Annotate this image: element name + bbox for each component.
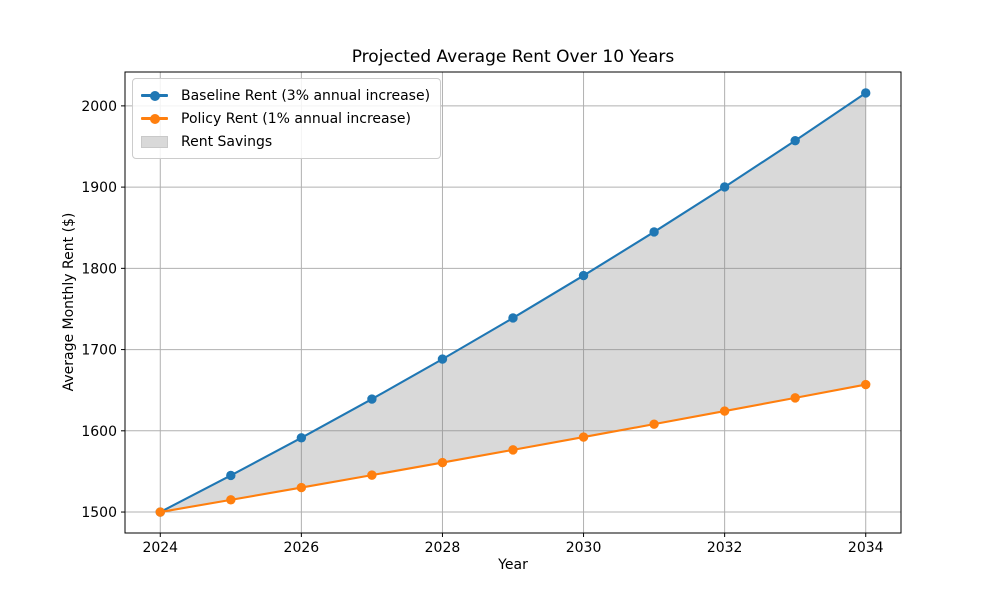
series-1-marker xyxy=(719,406,730,416)
series-1-marker xyxy=(226,495,236,505)
rent-savings-area xyxy=(160,92,866,513)
x-tick-label: 2032 xyxy=(707,540,743,556)
series-1-marker xyxy=(649,419,659,429)
plot-border xyxy=(124,71,902,534)
series-1-marker xyxy=(437,457,448,468)
series-0-marker xyxy=(861,88,871,98)
series-0-marker xyxy=(508,313,518,323)
series-0-marker xyxy=(719,182,730,192)
y-tick-label: 2000 xyxy=(81,99,117,115)
series-0-marker xyxy=(578,270,589,281)
legend-rent-savings-patch-icon xyxy=(141,135,168,148)
series-0-marker xyxy=(296,433,307,443)
series-1-marker xyxy=(296,482,307,493)
x-tick-label: 2024 xyxy=(142,540,178,556)
legend-baseline-marker-dot xyxy=(149,90,160,101)
legend-policy-line-marker-icon xyxy=(141,113,168,124)
y-tick-label: 1800 xyxy=(81,261,117,277)
series-0-marker xyxy=(437,354,448,364)
series-1-marker xyxy=(861,379,871,390)
series-1-marker xyxy=(790,393,800,403)
legend-item-baseline: Baseline Rent (3% annual increase) xyxy=(141,86,430,105)
series-0-marker xyxy=(649,227,659,237)
series-1-marker xyxy=(367,470,377,480)
y-tick-label: 1900 xyxy=(81,180,117,196)
legend-baseline-line-marker-icon xyxy=(141,90,168,101)
y-tick-label: 1500 xyxy=(81,505,117,521)
y-tick-label: 1600 xyxy=(81,424,117,440)
legend: Baseline Rent (3% annual increase) Polic… xyxy=(132,78,442,159)
legend-policy-label: Policy Rent (1% annual increase) xyxy=(181,110,411,127)
series-0-marker xyxy=(226,470,236,481)
x-axis-label: Year xyxy=(498,557,528,573)
legend-rent-savings-label: Rent Savings xyxy=(181,133,273,150)
legend-baseline-label: Baseline Rent (3% annual increase) xyxy=(181,87,431,104)
series-1-marker xyxy=(578,432,589,442)
series-1-marker xyxy=(508,445,518,455)
x-tick-label: 2034 xyxy=(848,540,884,556)
y-axis-label: Average Monthly Rent ($) xyxy=(61,212,77,392)
series-0-marker xyxy=(367,394,377,404)
x-tick-label: 2026 xyxy=(284,540,320,556)
chart-title: Projected Average Rent Over 10 Years xyxy=(351,47,675,67)
x-tick-label: 2030 xyxy=(566,540,602,556)
legend-policy-marker-dot xyxy=(149,113,160,124)
legend-item-rent-savings: Rent Savings xyxy=(141,132,430,151)
x-tick-label: 2028 xyxy=(425,540,461,556)
series-0-marker xyxy=(790,135,800,146)
y-tick-label: 1700 xyxy=(81,343,117,359)
legend-item-policy: Policy Rent (1% annual increase) xyxy=(141,109,430,128)
series-1-marker xyxy=(155,507,165,517)
